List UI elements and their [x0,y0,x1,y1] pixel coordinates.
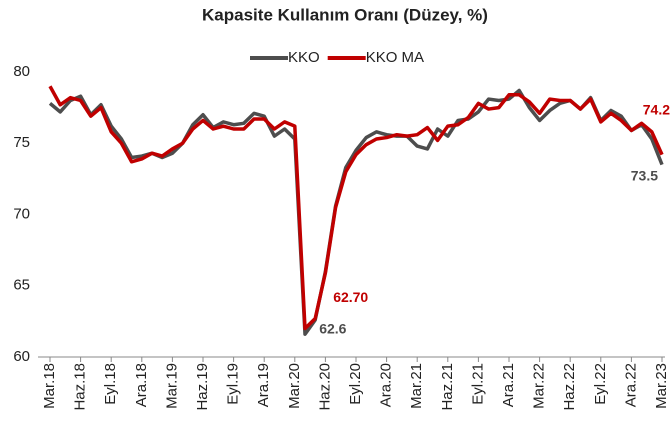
x-tick-label: Mar.19 [163,363,180,409]
value-label: 62.6 [319,321,346,337]
x-tick-label: Eyl.21 [469,363,486,405]
x-tick-label: Eyl.20 [347,363,364,405]
legend-label: KKO MA [366,49,424,66]
legend-label: KKO [288,49,320,66]
x-tick-label: Haz.21 [439,363,456,411]
x-tick-label: Mar.18 [41,363,58,409]
value-label: 62.70 [333,289,368,305]
y-tick-label: 60 [13,348,30,365]
x-tick-label: Ara.18 [133,363,150,407]
x-tick-label: Ara.21 [500,363,517,407]
x-tick-label: Haz.18 [72,363,89,411]
value-label: 74.2 [643,101,670,117]
x-tick-label: Mar.21 [408,363,425,409]
x-tick-label: Mar.23 [653,363,670,409]
x-tick-label: Ara.20 [378,363,395,407]
x-tick-label: Ara.19 [255,363,272,407]
value-label: 73.5 [631,167,658,183]
x-tick-label: Eyl.18 [102,363,119,405]
x-tick-label: Mar.20 [286,363,303,409]
x-tick-label: Haz.22 [561,363,578,411]
y-tick-label: 75 [13,134,30,151]
x-tick-label: Mar.22 [531,363,548,409]
series-line [48,85,664,331]
y-tick-label: 70 [13,205,30,222]
x-tick-label: Eyl.19 [225,363,242,405]
x-tick-label: Ara.22 [622,363,639,407]
chart-title: Kapasite Kullanım Oranı (Düzey, %) [202,5,488,24]
y-tick-label: 80 [13,63,30,80]
x-tick-label: Eyl.22 [592,363,609,405]
x-tick-label: Haz.20 [316,363,333,411]
x-tick-label: Haz.19 [194,363,211,411]
y-tick-label: 65 [13,277,30,294]
